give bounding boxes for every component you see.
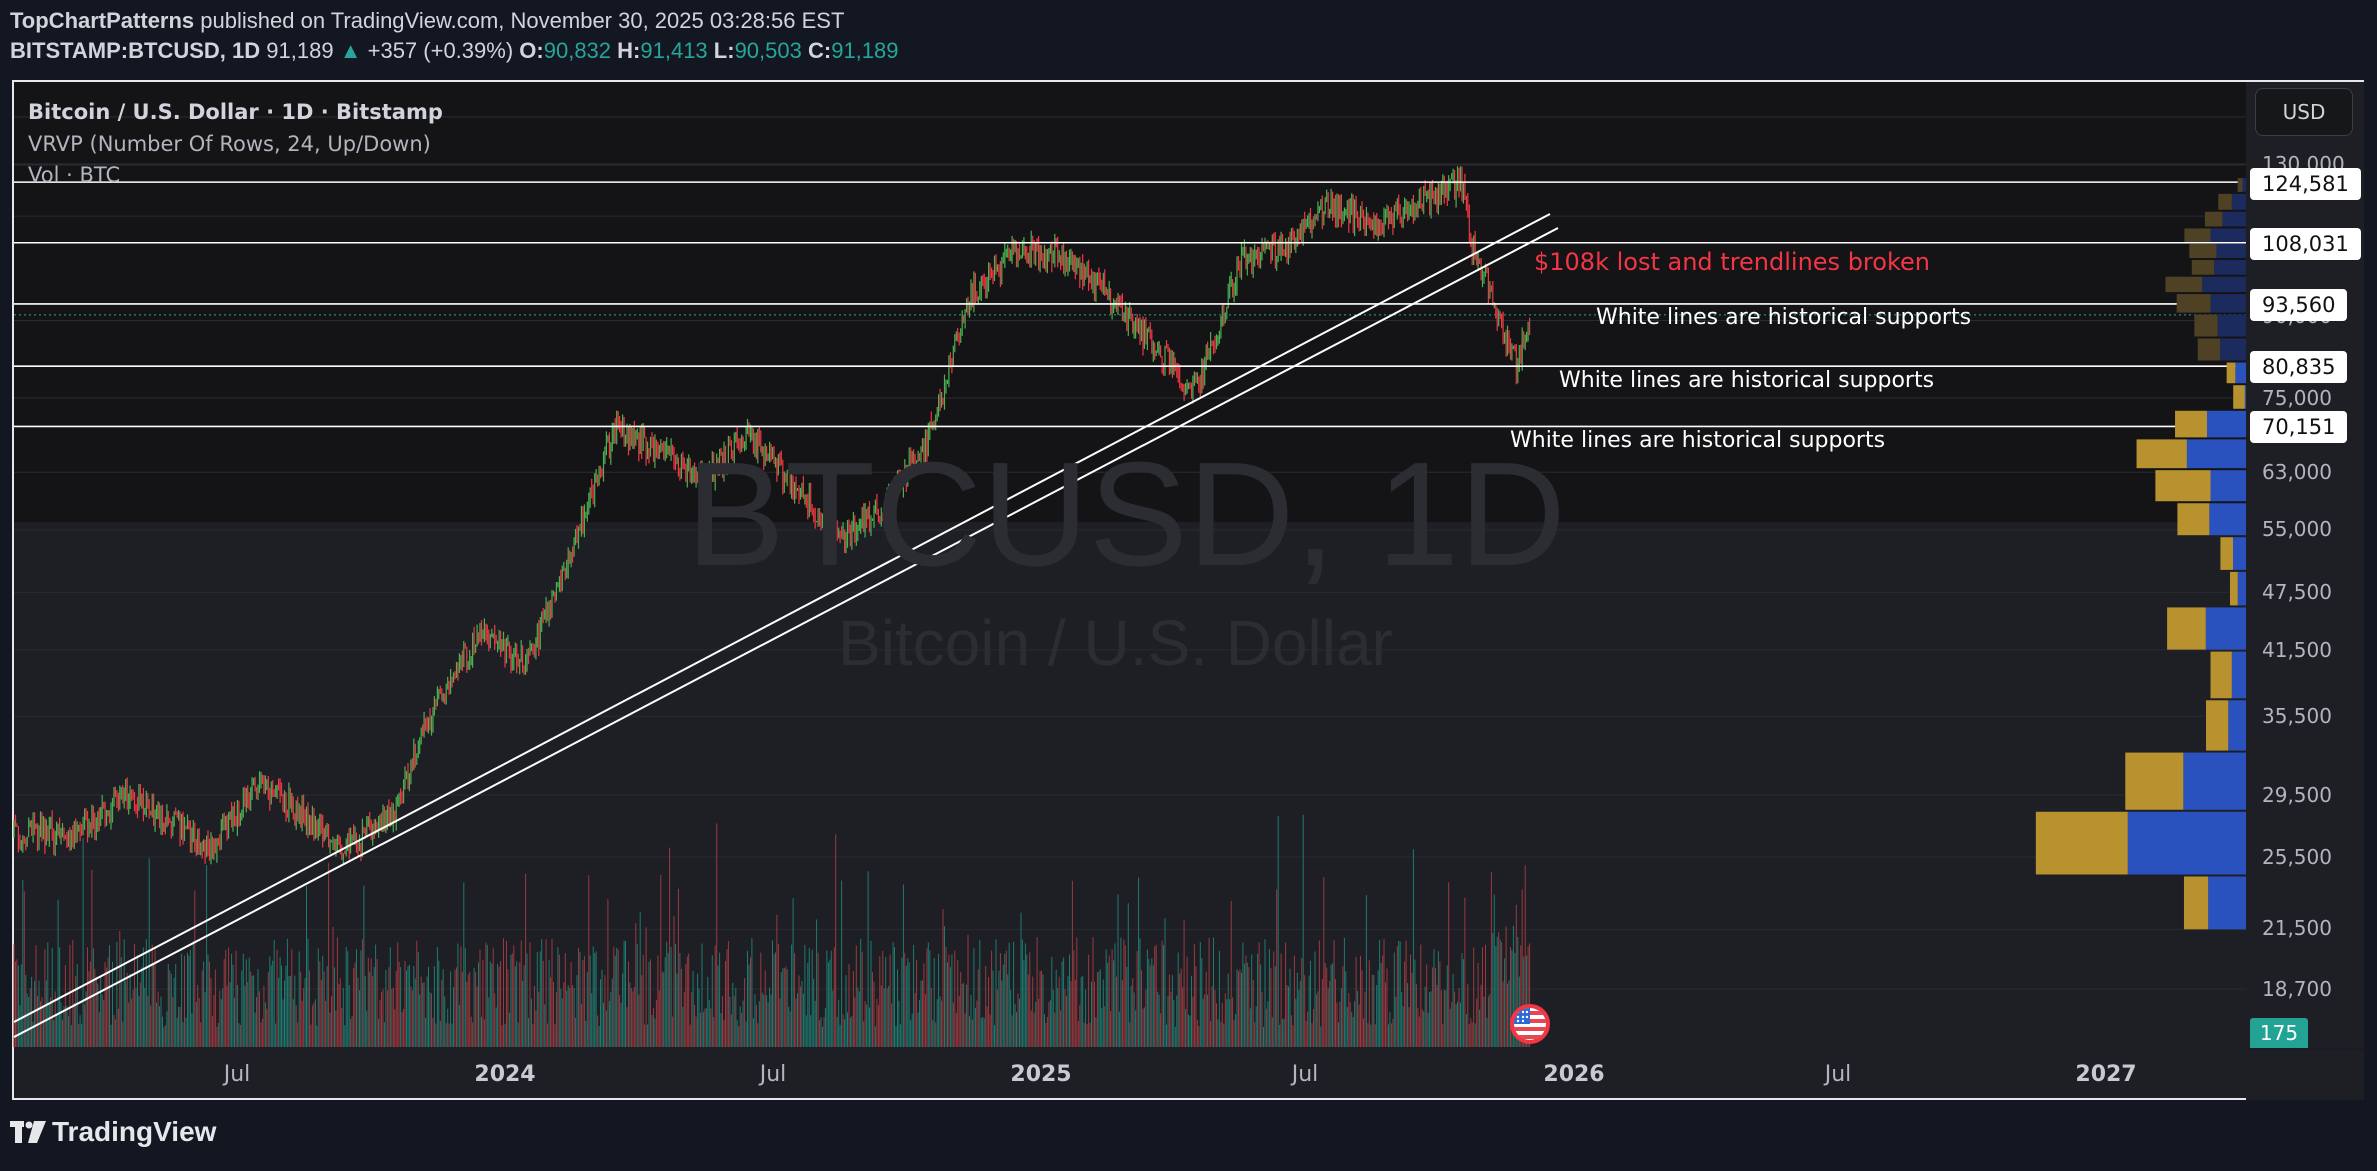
time-axis-label: Jul: [223, 1062, 251, 1087]
low-label: L:: [713, 38, 735, 63]
currency-button[interactable]: USD: [2255, 88, 2353, 136]
time-axis-label: Jul: [759, 1062, 787, 1087]
time-axis-label: 2027: [2075, 1062, 2137, 1087]
time-axis-label: 2024: [474, 1062, 536, 1087]
tradingview-logo[interactable]: TradingView: [10, 1116, 216, 1148]
open-value: 90,832: [543, 38, 612, 63]
high-label: H:: [617, 38, 641, 63]
open-label: O:: [519, 38, 544, 63]
price-axis-label: 29,500: [2262, 783, 2332, 807]
low-value: 90,503: [734, 38, 802, 63]
price-axis-label: 21,500: [2262, 916, 2332, 940]
annotation-support-1[interactable]: White lines are historical supports: [1596, 305, 1972, 330]
published-text: published on TradingView.com, November 3…: [194, 8, 845, 33]
price-axis-label: 55,000: [2262, 517, 2332, 541]
legend-vrvp[interactable]: VRVP (Number Of Rows, 24, Up/Down): [28, 132, 431, 156]
up-arrow-icon: ▲: [339, 38, 362, 63]
price-axis-label: 75,000: [2262, 386, 2332, 410]
price-axis-label: 35,500: [2262, 704, 2332, 728]
price-axis-label: 47,500: [2262, 580, 2332, 604]
author-name[interactable]: TopChartPatterns: [10, 8, 195, 33]
close-value: 91,189: [831, 38, 899, 63]
legend-title[interactable]: Bitcoin / U.S. Dollar · 1D · Bitstamp: [28, 100, 443, 124]
price-tag-108031[interactable]: 108,031: [2250, 228, 2361, 260]
symbol-info: BITSTAMP:BTCUSD, 1D 91,189 ▲ +357 (+0.39…: [10, 36, 899, 66]
volume-value-tag: 175: [2250, 1018, 2308, 1048]
legend-volume[interactable]: Vol · BTC: [28, 163, 121, 187]
price-change: +357 (+0.39%): [367, 38, 514, 63]
price-tag-93560[interactable]: 93,560: [2250, 289, 2348, 321]
close-label: C:: [807, 38, 832, 63]
price-axis-label: 63,000: [2262, 460, 2332, 484]
time-axis-label: 2025: [1010, 1062, 1072, 1087]
annotation-support-3[interactable]: White lines are historical supports: [1510, 428, 1886, 453]
tradingview-wordmark: TradingView: [52, 1116, 217, 1147]
price-tag-80835[interactable]: 80,835: [2250, 351, 2348, 383]
price-axis-label: 18,700: [2262, 977, 2332, 1001]
price-axis-label: 41,500: [2262, 638, 2332, 662]
annotation-108k-lost[interactable]: $108k lost and trendlines broken: [1534, 248, 1930, 276]
symbol-label: BITSTAMP:BTCUSD, 1D: [10, 38, 261, 63]
publish-info: TopChartPatterns published on TradingVie…: [10, 6, 844, 36]
time-axis-label: 2026: [1543, 1062, 1605, 1087]
price-tag-70151[interactable]: 70,151: [2250, 411, 2348, 443]
time-axis-label: Jul: [1291, 1062, 1319, 1087]
price-axis-label: 25,500: [2262, 845, 2332, 869]
high-value: 91,413: [640, 38, 708, 63]
tradingview-logo-icon: [10, 1121, 46, 1143]
price-tag-124581[interactable]: 124,581: [2250, 168, 2361, 200]
last-price: 91,189: [266, 38, 334, 63]
annotation-support-2[interactable]: White lines are historical supports: [1559, 368, 1935, 393]
us-event-flag-icon[interactable]: [1510, 1004, 1550, 1044]
time-axis-label: Jul: [1824, 1062, 1852, 1087]
